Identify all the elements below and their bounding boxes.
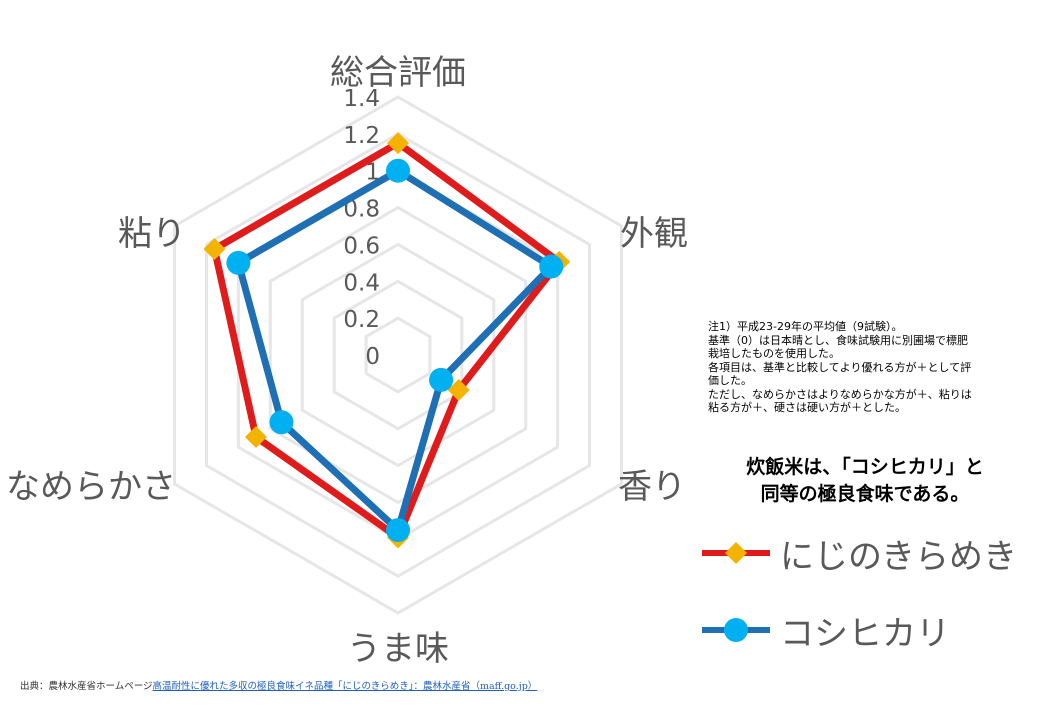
axis-label: なめらかさ	[6, 467, 176, 507]
conclusion-text: 炊飯米は、「コシヒカリ」と 同等の極良食味である。	[700, 454, 1030, 508]
data-point-diamond	[244, 426, 267, 449]
data-point-circle	[386, 518, 410, 543]
tick-label: 0.2	[343, 307, 380, 333]
data-point-diamond	[203, 238, 226, 261]
note-line: 栽培したものを使用した。	[708, 347, 840, 360]
tick-label: 0	[365, 344, 380, 370]
legend-swatch-circle	[702, 618, 770, 642]
tick-label: 1.2	[343, 123, 380, 149]
note-line: 粘る方が＋、硬さは硬い方が＋とした。	[708, 401, 906, 414]
legend-item-koshihikari: コシヒカリ	[700, 608, 950, 654]
axis-label: 総合評価	[330, 53, 466, 93]
footnote: 注1）平成23-29年の平均値（9試験）。 基準（0）は日本晴とし、食味試験用に…	[708, 320, 1018, 415]
source-prefix: 出典：農林水産省ホームページ	[20, 681, 153, 692]
legend-item-nijinokirameki: にじのきらめき	[700, 531, 1017, 577]
note-line: 基準（0）は日本晴とし、食味試験用に別圃場で標肥	[708, 333, 968, 347]
data-point-circle	[269, 410, 294, 435]
source-link[interactable]: 高温耐性に優れた多収の極良食味イネ品種「にじのきらめき」：農林水産省（maff.…	[152, 681, 538, 692]
legend-swatch-diamond	[702, 542, 770, 564]
grid-ring	[268, 205, 528, 505]
axis-label: 香り	[618, 467, 686, 507]
note-line: ただし、なめらかさはよりなめらかな方が＋、粘りは	[708, 387, 972, 401]
tick-label: 1.4	[343, 86, 380, 112]
legend-label: コシヒカリ	[780, 613, 950, 654]
data-point-diamond	[387, 132, 409, 155]
note-line: 価した。	[708, 374, 752, 387]
source-citation: 出典：農林水産省ホームページ高温耐性に優れた多収の極良食味イネ品種「にじのきらめ…	[20, 678, 537, 692]
axis-label: 粘り	[118, 214, 186, 254]
data-point-circle	[386, 158, 410, 183]
grid-ring	[364, 316, 432, 394]
series-line	[210, 138, 565, 543]
grid-ring	[332, 279, 464, 431]
legend-label: にじのきらめき	[780, 536, 1017, 577]
grid-ring	[173, 95, 623, 615]
data-point-circle	[539, 254, 564, 279]
data-point-diamond	[447, 379, 470, 402]
note-line: 各項目は、基準と比較してより優れる方が＋として評	[708, 360, 972, 374]
tick-label: 0.4	[343, 270, 380, 296]
conclusion-line: 炊飯米は、「コシヒカリ」と	[746, 456, 984, 478]
data-point-circle	[429, 367, 454, 392]
grid-ring	[204, 132, 592, 578]
note-line: 注1）平成23-29年の平均値（9試験）。	[708, 320, 903, 333]
axis-label: 外観	[620, 214, 688, 254]
tick-label: 0.6	[343, 233, 380, 259]
grid-ring	[300, 242, 496, 468]
data-point-circle	[226, 250, 251, 275]
conclusion-line: 同等の極良食味である。	[760, 483, 970, 505]
axis-label: うま味	[347, 629, 449, 669]
